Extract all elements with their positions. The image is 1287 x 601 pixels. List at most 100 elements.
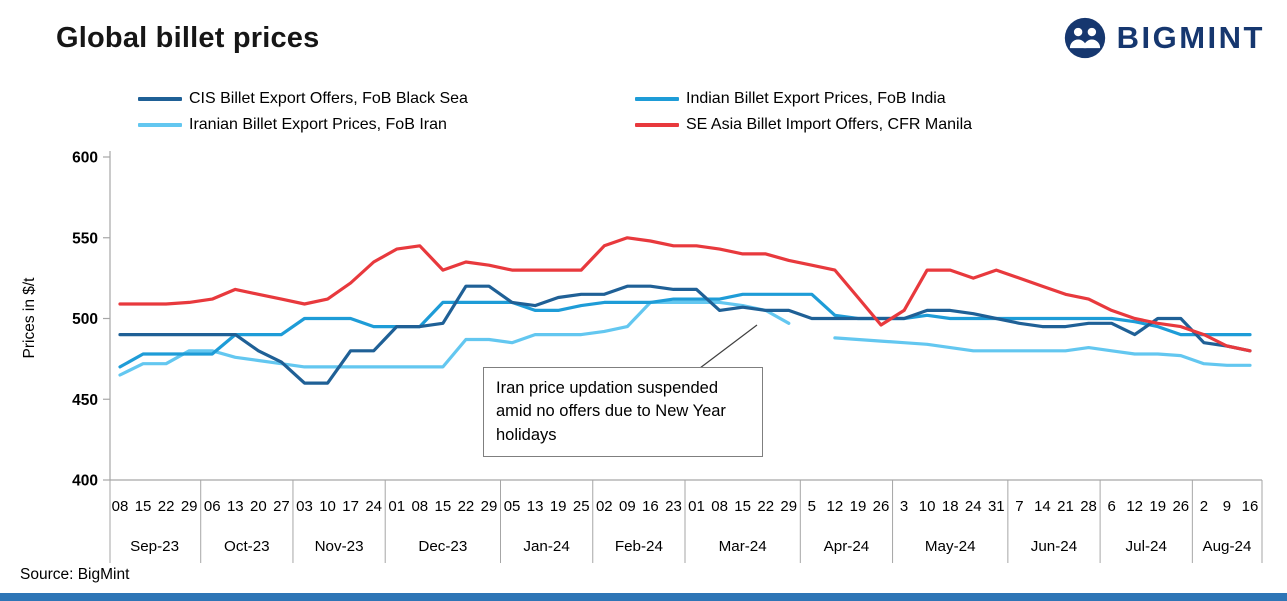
y-axis-title: Prices in $/t — [21, 277, 38, 359]
svg-text:13: 13 — [527, 498, 544, 515]
bigmint-logo-text: BIGMINT — [1116, 20, 1265, 55]
legend-label: CIS Billet Export Offers, FoB Black Sea — [189, 90, 468, 107]
legend-marker-iranian — [138, 122, 182, 128]
annotation-leader-line — [699, 324, 758, 369]
svg-text:9: 9 — [1223, 498, 1231, 515]
bigmint-logo-icon — [1064, 17, 1105, 59]
svg-text:May-24: May-24 — [925, 538, 976, 555]
svg-text:Jan-24: Jan-24 — [523, 538, 569, 555]
svg-text:08: 08 — [711, 498, 728, 515]
annotation-text: Iran price updation suspended amid no of… — [496, 379, 726, 444]
svg-text:24: 24 — [365, 498, 382, 515]
svg-text:Jul-24: Jul-24 — [1126, 538, 1167, 555]
legend-item-cis: CIS Billet Export Offers, FoB Black Sea — [138, 90, 635, 108]
svg-text:26: 26 — [873, 498, 890, 515]
legend-marker-indian — [635, 96, 679, 102]
svg-text:23: 23 — [665, 498, 682, 515]
chart-legend: CIS Billet Export Offers, FoB Black Sea … — [138, 90, 972, 134]
legend-marker-se-asia — [635, 122, 679, 128]
svg-text:08: 08 — [411, 498, 428, 515]
legend-item-iranian: Iranian Billet Export Prices, FoB Iran — [138, 116, 635, 134]
svg-text:16: 16 — [642, 498, 659, 515]
svg-text:29: 29 — [481, 498, 498, 515]
svg-text:15: 15 — [135, 498, 152, 515]
x-axis-labels: 08 15 22 29 06 13 20 27 03 10 17 24 01 08 15 22 29 05 13 19… — [109, 480, 1263, 563]
svg-text:13: 13 — [227, 498, 244, 515]
annotation-box: Iran price updation suspended amid no of… — [483, 367, 763, 458]
svg-text:09: 09 — [619, 498, 636, 515]
svg-text:12: 12 — [827, 498, 844, 515]
legend-label: Indian Billet Export Prices, FoB India — [686, 90, 946, 107]
svg-text:01: 01 — [388, 498, 405, 515]
svg-text:15: 15 — [734, 498, 751, 515]
series-line-iranian — [118, 300, 1252, 377]
series-line-se_asia — [118, 236, 1252, 353]
svg-text:500: 500 — [72, 311, 98, 328]
svg-text:Feb-24: Feb-24 — [615, 538, 663, 555]
svg-text:05: 05 — [504, 498, 521, 515]
svg-text:10: 10 — [319, 498, 336, 515]
svg-text:450: 450 — [72, 392, 98, 409]
svg-text:600: 600 — [72, 150, 98, 167]
svg-text:22: 22 — [757, 498, 774, 515]
svg-text:29: 29 — [181, 498, 198, 515]
svg-text:400: 400 — [72, 473, 98, 490]
svg-text:Apr-24: Apr-24 — [824, 538, 870, 555]
svg-text:21: 21 — [1057, 498, 1074, 515]
svg-text:Jun-24: Jun-24 — [1031, 538, 1077, 555]
svg-text:Oct-23: Oct-23 — [224, 538, 270, 555]
svg-text:20: 20 — [250, 498, 267, 515]
svg-text:Nov-23: Nov-23 — [315, 538, 364, 555]
svg-text:06: 06 — [204, 498, 221, 515]
legend-item-se-asia: SE Asia Billet Import Offers, CFR Manila — [635, 116, 972, 134]
page-title: Global billet prices — [56, 22, 320, 54]
svg-text:Mar-24: Mar-24 — [719, 538, 767, 555]
svg-text:7: 7 — [1015, 498, 1023, 515]
axes — [109, 151, 1262, 481]
legend-marker-cis — [138, 96, 182, 102]
legend-label: Iranian Billet Export Prices, FoB Iran — [189, 116, 447, 133]
source-note: Source: BigMint — [20, 566, 130, 583]
svg-text:22: 22 — [158, 498, 175, 515]
series-lines — [118, 236, 1252, 385]
svg-text:6: 6 — [1107, 498, 1115, 515]
svg-text:15: 15 — [435, 498, 452, 515]
svg-text:19: 19 — [1149, 498, 1166, 515]
svg-text:02: 02 — [596, 498, 613, 515]
legend-label: SE Asia Billet Import Offers, CFR Manila — [686, 116, 973, 133]
svg-text:03: 03 — [296, 498, 313, 515]
footer-accent-bar — [0, 593, 1287, 601]
svg-text:27: 27 — [273, 498, 290, 515]
series-line-cis — [118, 284, 1252, 385]
svg-text:24: 24 — [965, 498, 982, 515]
svg-text:12: 12 — [1126, 498, 1143, 515]
series-line-indian — [118, 292, 1252, 369]
svg-text:22: 22 — [458, 498, 475, 515]
svg-text:19: 19 — [850, 498, 867, 515]
svg-text:28: 28 — [1080, 498, 1097, 515]
svg-text:17: 17 — [342, 498, 359, 515]
svg-text:31: 31 — [988, 498, 1005, 515]
svg-text:550: 550 — [72, 230, 98, 247]
svg-text:2: 2 — [1200, 498, 1208, 515]
svg-text:01: 01 — [688, 498, 705, 515]
svg-text:Aug-24: Aug-24 — [1202, 538, 1251, 555]
svg-text:08: 08 — [112, 498, 129, 515]
svg-text:19: 19 — [550, 498, 567, 515]
svg-text:Dec-23: Dec-23 — [418, 538, 467, 555]
bigmint-logo: BIGMINT — [1063, 16, 1265, 60]
svg-text:16: 16 — [1242, 498, 1259, 515]
svg-text:29: 29 — [780, 498, 797, 515]
svg-text:25: 25 — [573, 498, 590, 515]
svg-text:26: 26 — [1172, 498, 1189, 515]
y-axis-ticks: 400 450 500 550 600 — [72, 150, 110, 490]
svg-text:18: 18 — [942, 498, 959, 515]
svg-text:3: 3 — [900, 498, 908, 515]
svg-text:14: 14 — [1034, 498, 1051, 515]
svg-text:5: 5 — [808, 498, 816, 515]
svg-text:10: 10 — [919, 498, 936, 515]
svg-text:Sep-23: Sep-23 — [130, 538, 179, 555]
legend-item-indian: Indian Billet Export Prices, FoB India — [635, 90, 972, 108]
